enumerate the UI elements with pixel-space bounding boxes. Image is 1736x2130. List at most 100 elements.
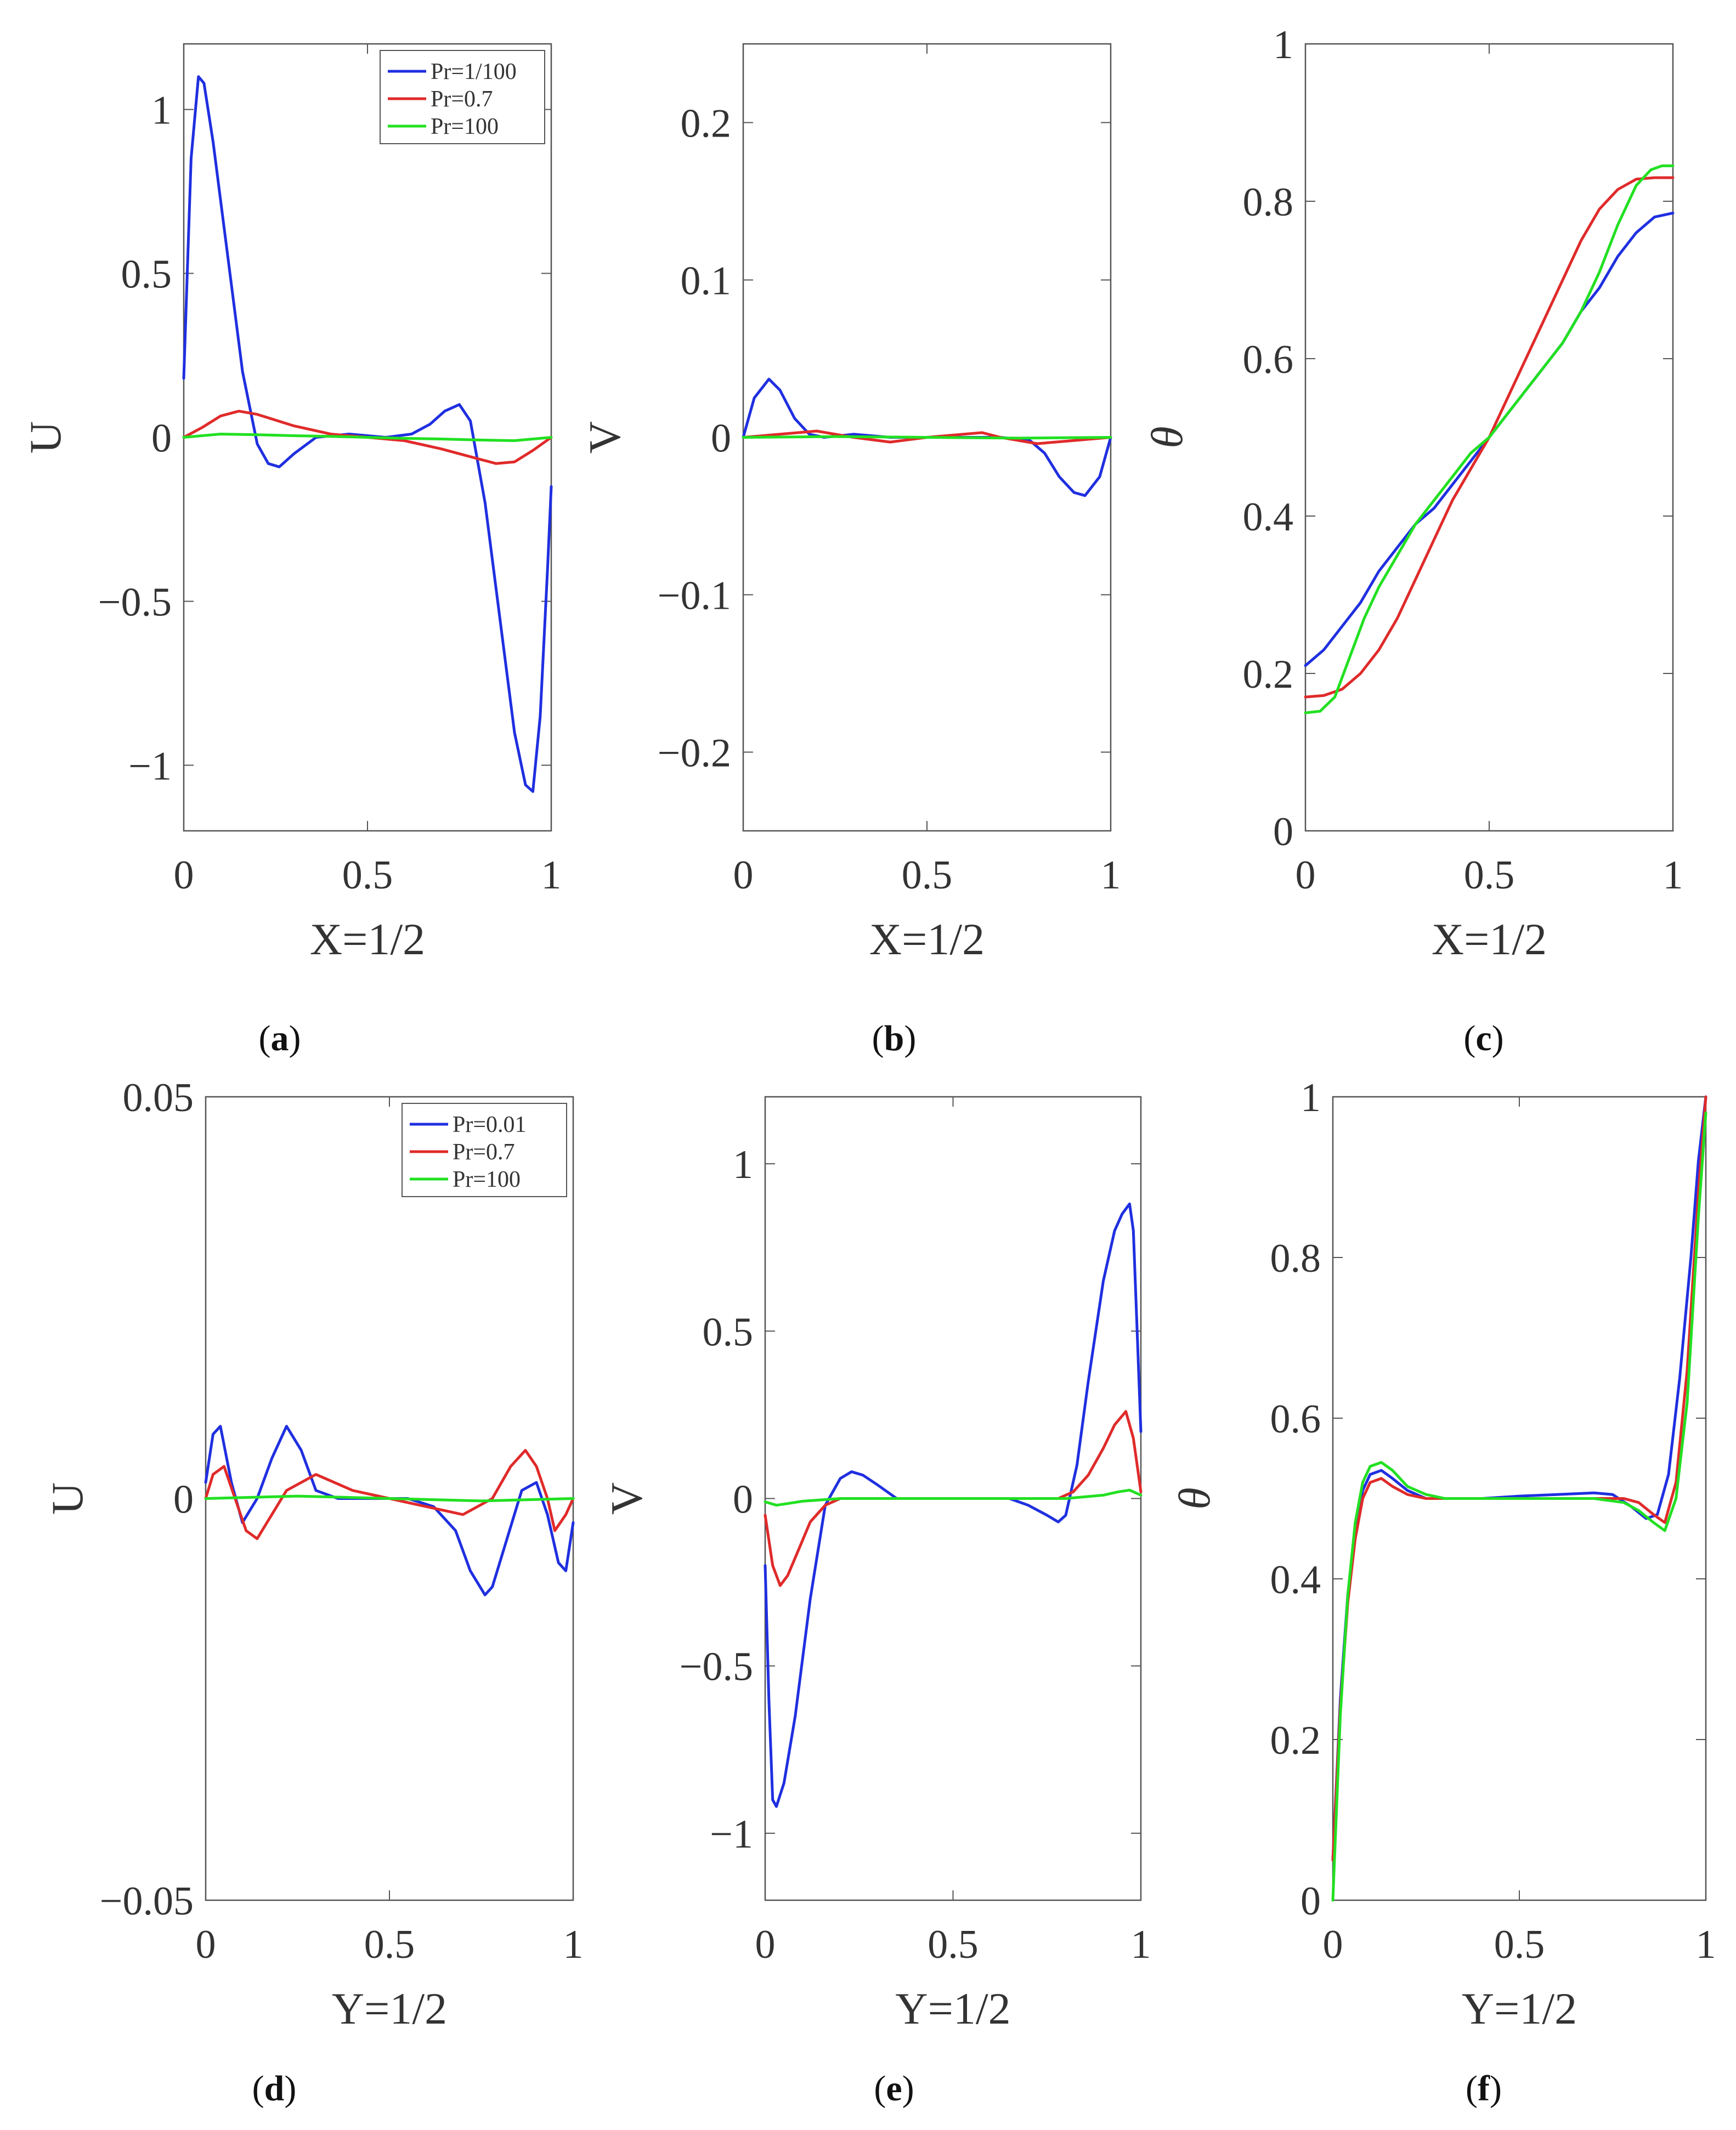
x-tick-label: 0.5 <box>342 853 393 898</box>
y-tick-label: 0.5 <box>121 252 172 297</box>
legend: Pr=0.01 Pr=0.7Pr=100 <box>402 1103 567 1197</box>
x-tick-label: 0 <box>733 853 754 898</box>
legend-entry: Pr=100 <box>453 1167 521 1192</box>
y-tick-label: 0.8 <box>1243 180 1294 225</box>
caption-letter: d <box>264 2069 285 2109</box>
x-axis-label: Y=1/2 <box>895 1984 1010 2033</box>
x-tick-label: 0.5 <box>1494 1922 1545 1967</box>
y-axis-label: θ <box>1142 426 1192 448</box>
series-line-green <box>182 433 553 442</box>
y-tick-label: 0.4 <box>1243 495 1294 540</box>
y-tick-label: 0 <box>173 1477 194 1522</box>
panel-caption: (e) <box>874 2069 914 2109</box>
chart-panel-e: 0 0.5 1 −1 −0.5 0 0.5 1 Y=1/2 V (e) <box>602 1096 1151 2109</box>
x-tick-label: 0 <box>1323 1922 1343 1967</box>
legend: Pr=1/100 Pr=0.7Pr=100 <box>380 50 545 144</box>
x-tick-label: 0.5 <box>928 1922 979 1967</box>
y-tick-label: 0 <box>151 416 172 461</box>
y-tick-label: 0.4 <box>1270 1557 1321 1602</box>
y-tick-label: 0.2 <box>1270 1718 1321 1763</box>
x-tick-label: 1 <box>563 1922 584 1967</box>
x-tick-label: 1 <box>1696 1922 1716 1967</box>
y-axis-label: U <box>20 421 70 454</box>
x-axis-label: X=1/2 <box>310 914 425 964</box>
x-tick-label: 0.5 <box>364 1922 415 1967</box>
y-tick-label: 0 <box>1300 1879 1321 1924</box>
caption-paren-open: ( <box>874 2069 886 2109</box>
series-line-red <box>742 429 1112 445</box>
legend-entry: Pr=0.7 <box>431 87 493 112</box>
series-line-green <box>742 435 1112 440</box>
legend-entry: Pr=0.01 <box>453 1112 527 1137</box>
y-tick-label: 0.6 <box>1270 1397 1321 1442</box>
y-tick-label: 0 <box>733 1477 753 1522</box>
legend-box <box>380 50 545 144</box>
caption-paren-close: ) <box>289 1018 301 1058</box>
y-axis-label: θ <box>1169 1487 1219 1509</box>
chart-panel-a: 0 0.5 1 −1 −0.5 0 0.5 1 X=1/2 U Pr=1/100 Pr=0.7Pr=1… <box>20 43 562 1058</box>
x-tick-label: 0 <box>1296 853 1316 898</box>
x-tick-label: 0.5 <box>1464 853 1515 898</box>
caption-paren-close: ) <box>904 1018 916 1058</box>
y-tick-label: 0.2 <box>681 101 732 146</box>
caption-paren-open: ( <box>252 2069 264 2109</box>
y-tick-label: 0.1 <box>681 259 732 304</box>
x-axis-label: X=1/2 <box>1432 914 1547 964</box>
x-tick-label: 1 <box>1101 853 1121 898</box>
panel-caption: (f) <box>1466 2069 1502 2109</box>
y-tick-label: −1 <box>128 744 172 789</box>
caption-letter: f <box>1478 2069 1490 2109</box>
x-tick-label: 0 <box>755 1922 776 1967</box>
x-tick-label: 1 <box>541 853 562 898</box>
x-tick-label: 0 <box>174 853 194 898</box>
x-tick-label: 1 <box>1663 853 1683 898</box>
x-axis-label: Y=1/2 <box>1462 1984 1577 2033</box>
y-tick-label: −0.5 <box>98 580 172 625</box>
series-line-green <box>1304 164 1675 715</box>
panel-caption: (d) <box>252 2069 297 2109</box>
legend-entry: Pr=0.7 <box>453 1140 515 1165</box>
caption-paren-close: ) <box>1492 1018 1504 1058</box>
x-tick-label: 0.5 <box>902 853 953 898</box>
caption-letter: c <box>1475 1018 1491 1058</box>
caption-letter: e <box>886 2069 902 2109</box>
series-line-green <box>204 1494 575 1503</box>
caption-paren-close: ) <box>902 2069 914 2109</box>
y-tick-label: 0.6 <box>1243 337 1294 382</box>
caption-paren-close: ) <box>1490 2069 1502 2109</box>
chart-panel-d: 0 0.5 1−0.0500.05Y=1/2UPr=0.01Pr=0.7Pr=100… <box>42 1075 584 2109</box>
series-line-green <box>764 1488 1143 1507</box>
series-line-green <box>1331 1111 1707 1902</box>
y-tick-label: 0.8 <box>1270 1236 1321 1281</box>
x-tick-label: 0 <box>196 1922 216 1967</box>
panel-caption: (c) <box>1463 1018 1503 1058</box>
caption-paren-open: ( <box>1466 2069 1478 2109</box>
caption-paren-open: ( <box>1463 1018 1475 1058</box>
y-tick-label: 1 <box>1300 1075 1321 1120</box>
y-tick-label: 1 <box>151 88 172 133</box>
caption-letter: a <box>271 1018 289 1058</box>
panel-caption: (a) <box>259 1018 301 1058</box>
caption-paren-open: ( <box>872 1018 884 1058</box>
y-tick-label: −1 <box>710 1812 753 1857</box>
y-tick-label: 0.5 <box>703 1310 754 1355</box>
chart-panel-f: 0 0.5 1 0 0.2 0.4 0.6 0.8 1 Y=1/2 θ (f) <box>1169 1075 1716 2109</box>
panel-caption: (b) <box>872 1018 917 1058</box>
chart-panel-c: 0 0.5 1 0 0.2 0.4 0.6 0.8 1 X=1/2 θ (c) <box>1142 22 1683 1058</box>
x-tick-label: 1 <box>1131 1922 1151 1967</box>
y-tick-label: −0.5 <box>680 1645 753 1690</box>
y-tick-label: −0.1 <box>658 574 731 619</box>
y-tick-label: −0.05 <box>100 1879 194 1924</box>
chart-panel-b: 0 0.5 1 −0.2 −0.1 0 0.1 0.2 X=1/2 V (b) <box>580 43 1121 1058</box>
x-axis-label: X=1/2 <box>869 914 985 964</box>
caption-letter: b <box>884 1018 904 1058</box>
legend-box <box>402 1103 567 1197</box>
y-axis-label: V <box>580 421 630 454</box>
y-tick-label: 0.05 <box>123 1075 194 1120</box>
x-axis-label: Y=1/2 <box>332 1984 447 2033</box>
caption-paren-close: ) <box>284 2069 296 2109</box>
y-tick-label: 0 <box>711 416 731 461</box>
y-axis-label: V <box>602 1482 652 1515</box>
y-tick-label: 0 <box>1273 809 1293 854</box>
